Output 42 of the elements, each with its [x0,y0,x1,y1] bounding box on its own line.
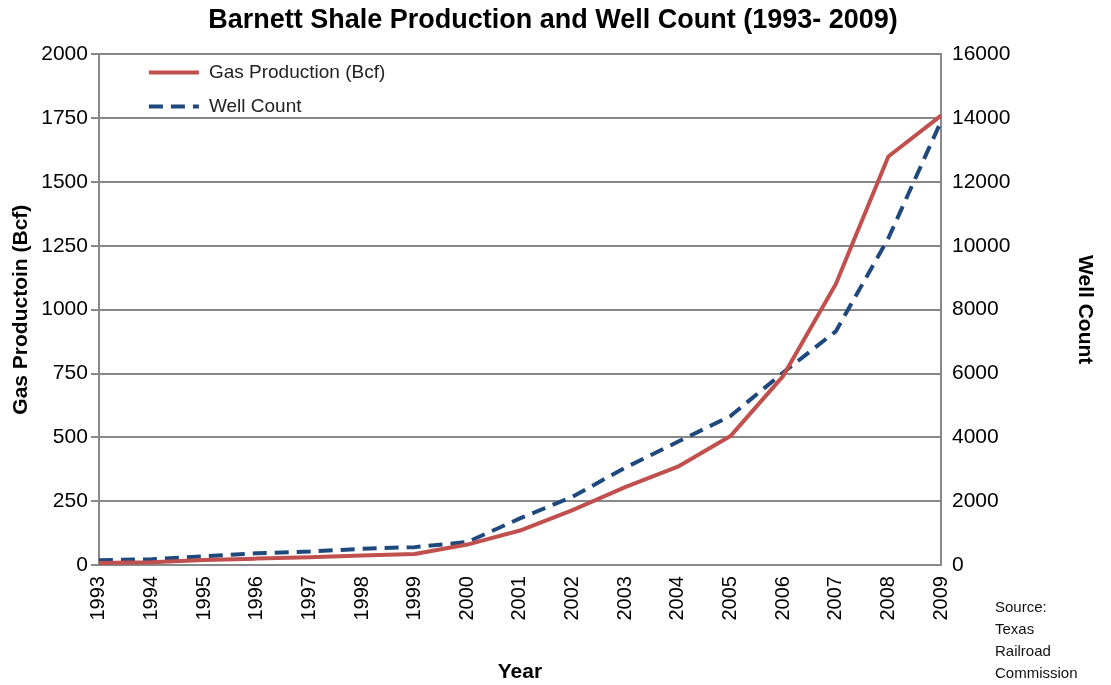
y2-tick-label: 0 [952,551,964,575]
y-tick-label: 1750 [41,105,88,129]
x-tick-label: 2009 [928,576,951,621]
y-tick-label: 500 [52,424,88,448]
x-tick-label: 1993 [86,576,109,621]
y2-tick-label: 4000 [952,424,999,448]
y-tick-label: 750 [52,360,88,384]
chart-title: Barnett Shale Production and Well Count (1993- 2009) [208,3,898,34]
source-note: Source: Texas Railroad Commission [995,597,1078,681]
x-tick-label: 1998 [349,576,372,621]
x-tick-label: 2003 [612,576,635,621]
y2-tick-label: 8000 [952,296,999,320]
legend-label: Gas Production (Bcf) [208,60,386,82]
x-tick-label: 2001 [507,576,530,621]
y2-tick-label: 14000 [952,105,1011,129]
x-tick-label: 2005 [717,576,740,621]
x-tick-label: 2002 [560,576,583,621]
y2-axis-title: Well Count [1074,255,1098,365]
y2-tick-label: 16000 [952,41,1011,65]
x-tick-label: 2008 [875,576,898,621]
x-tick-label: 2006 [770,576,793,621]
x-tick-label: 1999 [402,576,425,621]
y-axis-title: Gas Productoin (Bcf) [8,204,32,415]
x-axis-title: Year [497,659,543,683]
y-tick-label: 250 [52,487,88,511]
y-tick-label: 1250 [41,232,88,256]
x-tick-label: 1994 [139,576,162,621]
x-tick-label: 1996 [244,576,267,621]
y-tick-label: 2000 [41,41,88,65]
y2-tick-label: 12000 [952,168,1011,192]
y-tick-label: 0 [76,551,88,575]
x-tick-label: 2004 [665,576,688,621]
y2-tick-label: 10000 [952,232,1011,256]
x-tick-label: 1995 [191,576,214,621]
y2-tick-label: 2000 [952,487,999,511]
y-tick-label: 1500 [41,168,88,192]
x-tick-label: 2000 [454,576,477,621]
x-tick-label: 2007 [823,576,846,621]
legend-label: Well Count [208,94,303,116]
x-tick-label: 1997 [296,576,319,621]
y2-tick-label: 6000 [952,360,999,384]
y-tick-label: 1000 [41,296,88,320]
